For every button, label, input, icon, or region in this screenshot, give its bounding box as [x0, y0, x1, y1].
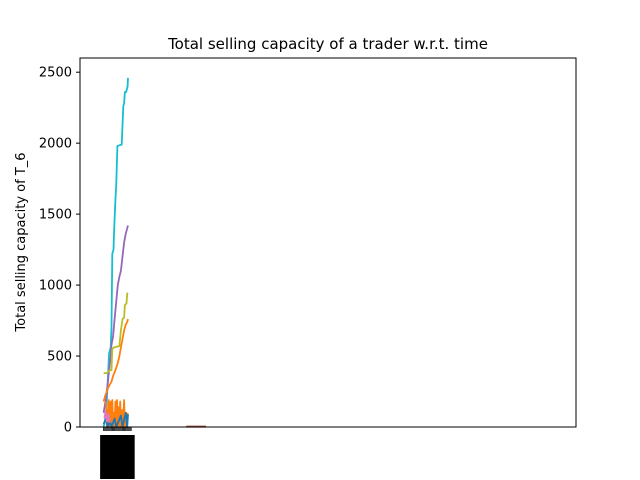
y-axis-ticks: 0 500 1000 1500 2000 2500 — [39, 66, 80, 436]
series-line-3 — [103, 292, 129, 375]
series-line-7 — [103, 410, 111, 423]
y-tick-label-4: 2000 — [39, 137, 72, 152]
x-tick-label-25 — [127, 435, 135, 479]
series-line-6 — [102, 411, 129, 428]
y-tick-label-5: 2500 — [39, 66, 72, 81]
plot-frame — [79, 57, 577, 428]
series-line-1 — [102, 77, 129, 428]
y-tick-label-1: 500 — [47, 350, 72, 365]
y-tick-label-3: 1500 — [39, 208, 72, 223]
y-tick-label-0: 0 — [64, 421, 72, 436]
y-tick-label-2: 1000 — [39, 279, 72, 294]
series-line-2 — [102, 225, 129, 413]
series-line-4 — [102, 318, 129, 402]
chart-title: Total selling capacity of a trader w.r.t… — [167, 35, 488, 53]
y-axis-label: Total selling capacity of T_6 — [14, 152, 29, 332]
x-axis-ticks — [100, 427, 135, 479]
